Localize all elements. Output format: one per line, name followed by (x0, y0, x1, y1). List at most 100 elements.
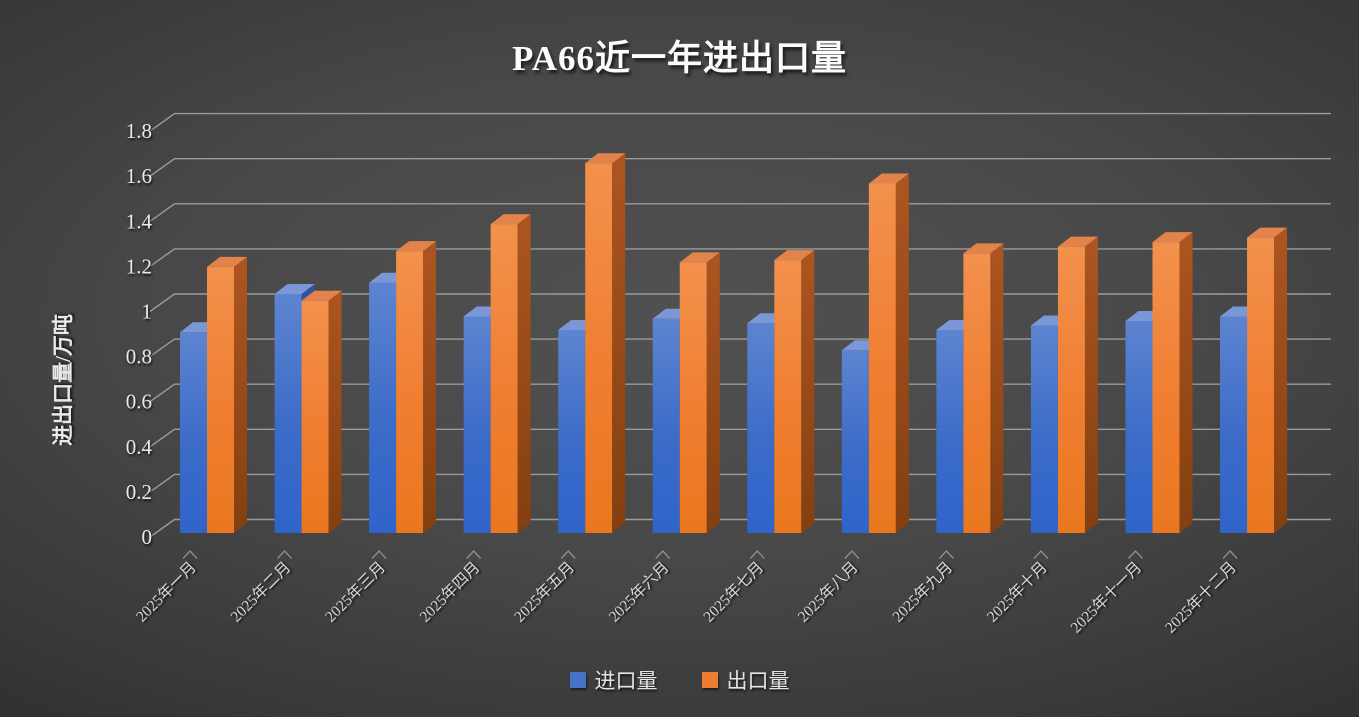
category-tick (1033, 550, 1049, 559)
bar-top-face (207, 256, 247, 267)
bar-top-face (585, 153, 626, 164)
bar-top-face (1247, 227, 1288, 238)
category-tick (844, 550, 860, 559)
y-tick-label: 1 (142, 300, 153, 324)
bar-front-face (558, 330, 586, 533)
bar-front-face (463, 316, 491, 533)
bars (180, 153, 1288, 533)
bar-top-face (1152, 232, 1193, 243)
gridline-1.2 (149, 248, 1331, 267)
bar-front-face (369, 282, 397, 533)
bar-front-face (180, 332, 207, 533)
x-category-label: 2025年七月 (700, 558, 768, 626)
bar-side-face (517, 214, 531, 533)
gridline-1 (149, 293, 1331, 313)
bar-top-face (774, 250, 815, 261)
bar-front-face (841, 350, 869, 533)
y-tick-label: 1.4 (126, 209, 153, 233)
bar-side-face (1179, 232, 1193, 533)
bar-export-9 (963, 243, 1004, 533)
bar-front-face (936, 330, 964, 533)
bar-top-face (396, 241, 437, 252)
bar-top-face (868, 173, 909, 184)
bar-top-face (274, 284, 315, 294)
x-category-label: 2025年九月 (889, 558, 957, 626)
bar-front-face (301, 300, 329, 533)
bar-side-face (801, 250, 815, 533)
bar-side-face (423, 241, 437, 533)
chart-title: PA66近一年进出口量 (511, 39, 848, 78)
bar-side-face (234, 256, 247, 533)
y-tick-label: 0.4 (126, 435, 153, 459)
bar-side-face (1274, 227, 1288, 533)
category-tick (938, 550, 954, 559)
category-tick (277, 550, 293, 559)
x-category-label: 2025年十月 (983, 558, 1051, 626)
category-tick-marks (182, 550, 1238, 559)
legend-item-import: 进口量 (569, 665, 658, 695)
bar-front-face (963, 253, 991, 533)
bar-front-face (774, 260, 802, 533)
x-category-label: 2025年十一月 (1067, 558, 1145, 636)
gridline-1.8 (149, 112, 1331, 132)
bar-front-face (868, 183, 896, 533)
legend-item-export: 出口量 (701, 665, 790, 695)
x-axis-category-labels: 2025年一月 2025年二月 2025年三月 2025年四月 2025年五月 2025年… (132, 558, 1240, 636)
x-category-label: 2025年十二月 (1161, 558, 1239, 636)
bar-front-face (1220, 316, 1248, 533)
import-series-swatch (569, 672, 586, 688)
bar-export-4 (490, 214, 531, 533)
gridline-1.6 (149, 158, 1331, 177)
y-tick-label: 0 (142, 525, 153, 549)
category-tick (1128, 550, 1143, 559)
x-category-label: 2025年五月 (510, 558, 578, 626)
bar-side-face (328, 290, 342, 533)
bar-top-face (490, 214, 531, 225)
y-tick-label: 0.6 (126, 390, 152, 414)
category-tick (466, 550, 482, 559)
bar-front-face (274, 294, 302, 533)
export-series-swatch (701, 672, 718, 688)
bar-front-face (1030, 325, 1058, 533)
bar-export-3 (396, 241, 437, 533)
y-tick-label: 1.8 (126, 119, 152, 143)
bar-front-face (1057, 246, 1085, 533)
y-tick-label: 1.2 (126, 254, 152, 278)
gridline-1.4 (149, 203, 1331, 222)
category-tick (371, 550, 387, 559)
x-category-label: 2025年六月 (605, 558, 673, 626)
bar-export-7 (774, 250, 815, 533)
bar-export-2 (301, 290, 342, 533)
bar-side-face (895, 173, 909, 533)
category-tick (749, 550, 765, 559)
bar-front-face (747, 323, 775, 533)
gridlines (149, 112, 1331, 538)
bar-side-face (1084, 236, 1098, 533)
bar-front-face (652, 318, 680, 533)
bar-export-10 (1057, 236, 1098, 533)
y-tick-label: 1.6 (126, 164, 152, 188)
bar-export-6 (679, 252, 720, 533)
bar-side-face (612, 153, 626, 533)
legend: 进口量 出口量 (0, 665, 1359, 695)
bar-export-5 (585, 153, 626, 533)
x-category-label: 2025年三月 (321, 558, 389, 626)
bar-export-11 (1152, 232, 1193, 533)
y-axis-tick-labels: 0 0.2 0.4 0.6 0.8 1 1.2 1.4 1.6 1.8 (126, 119, 153, 549)
category-tick (1222, 550, 1238, 559)
bar-front-face (207, 266, 234, 533)
bar-export-1 (207, 256, 247, 533)
category-tick (182, 550, 198, 559)
category-tick (560, 550, 576, 559)
bar-export-12 (1247, 227, 1288, 533)
bar-front-face (1152, 242, 1180, 533)
bar-front-face (679, 262, 707, 533)
y-tick-label: 0.2 (126, 480, 152, 504)
bar-top-face (963, 243, 1004, 254)
x-category-label: 2025年一月 (132, 558, 200, 626)
bar-side-face (706, 252, 720, 533)
category-tick (655, 550, 671, 559)
bar-top-face (1057, 236, 1098, 247)
